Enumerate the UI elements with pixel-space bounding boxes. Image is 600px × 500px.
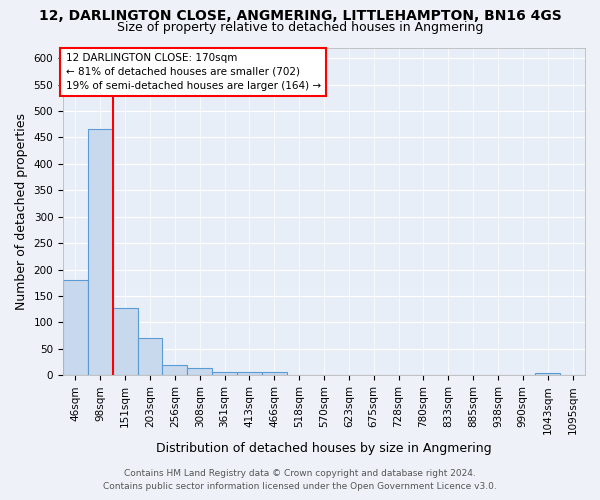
Text: 12 DARLINGTON CLOSE: 170sqm
← 81% of detached houses are smaller (702)
19% of se: 12 DARLINGTON CLOSE: 170sqm ← 81% of det… [65, 53, 320, 91]
Y-axis label: Number of detached properties: Number of detached properties [15, 113, 28, 310]
Text: Size of property relative to detached houses in Angmering: Size of property relative to detached ho… [117, 21, 483, 34]
Bar [137, 338, 163, 376]
Bar [187, 368, 212, 376]
Text: Contains HM Land Registry data © Crown copyright and database right 2024.
Contai: Contains HM Land Registry data © Crown c… [103, 469, 497, 491]
X-axis label: Distribution of detached houses by size in Angmering: Distribution of detached houses by size … [156, 442, 492, 455]
Bar [63, 280, 88, 376]
Bar [88, 130, 113, 376]
Bar [262, 372, 287, 376]
Bar [212, 372, 237, 376]
Bar [535, 372, 560, 376]
Bar [237, 372, 262, 376]
Text: 12, DARLINGTON CLOSE, ANGMERING, LITTLEHAMPTON, BN16 4GS: 12, DARLINGTON CLOSE, ANGMERING, LITTLEH… [38, 9, 562, 23]
Bar [113, 308, 137, 376]
Bar [163, 364, 187, 376]
